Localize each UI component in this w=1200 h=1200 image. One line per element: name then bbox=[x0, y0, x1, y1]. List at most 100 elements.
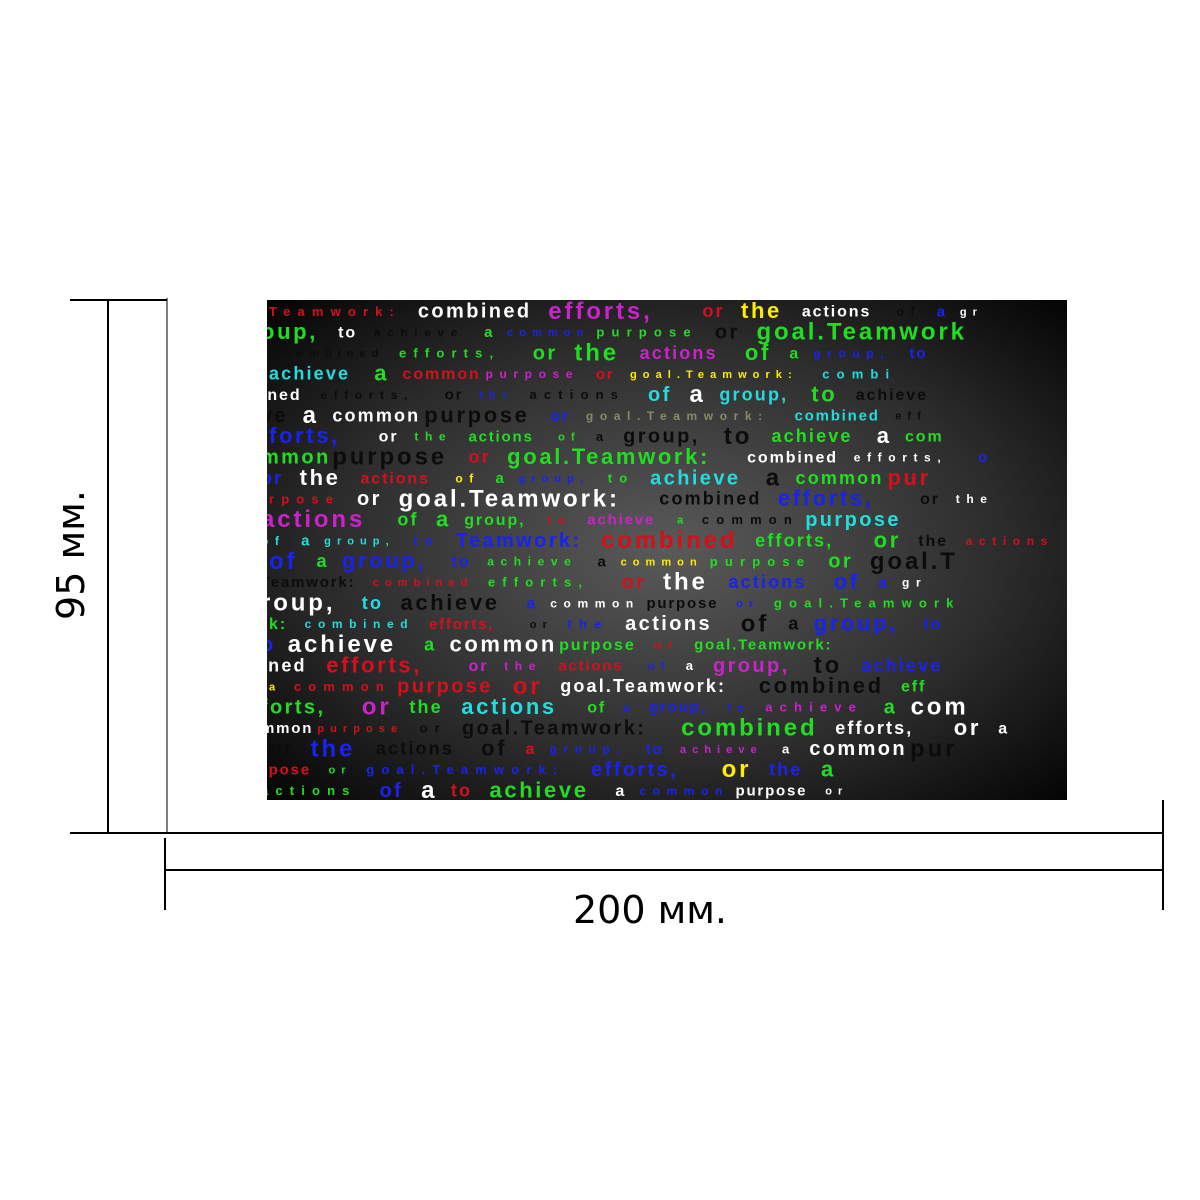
banner-word: actions bbox=[625, 613, 712, 635]
banner-word: a bbox=[484, 324, 494, 341]
banner-word: efforts, bbox=[591, 759, 678, 781]
banner-word: goal.Teamwork: bbox=[694, 637, 832, 654]
banner-word: oup, bbox=[261, 319, 318, 344]
banner-word: goal.Teamwork: bbox=[507, 444, 710, 469]
banner-word: com bbox=[911, 694, 969, 721]
banner-word: to bbox=[724, 423, 752, 450]
banner-word: common bbox=[294, 679, 391, 694]
banner-word: common bbox=[639, 784, 729, 798]
banner-word: to bbox=[413, 533, 440, 548]
banner-word: or bbox=[920, 491, 940, 508]
banner-word: the bbox=[414, 430, 452, 444]
banner-word: to bbox=[811, 382, 837, 407]
banner-word: the bbox=[769, 760, 802, 780]
banner-word: efforts, bbox=[548, 298, 652, 325]
banner-word: goal.Teamwork: bbox=[366, 762, 564, 777]
banner-word: group, bbox=[813, 346, 890, 360]
banner-word: purpose bbox=[736, 783, 808, 800]
banner-word: combined bbox=[284, 348, 384, 360]
banner-word: combined bbox=[418, 301, 532, 323]
banner-word: combined bbox=[681, 714, 817, 741]
banner-word: a bbox=[303, 402, 319, 429]
banner-word: or bbox=[379, 429, 399, 446]
height-label: 95 мм. bbox=[49, 490, 93, 620]
banner-word: group, bbox=[713, 655, 790, 677]
banner-word: or bbox=[954, 715, 981, 740]
banner-word: a bbox=[884, 697, 898, 719]
banner-word: group, bbox=[649, 699, 706, 716]
banner-word: Teamwork: bbox=[456, 530, 582, 552]
banner-word: the bbox=[479, 390, 514, 402]
banner-word: actions bbox=[802, 304, 871, 321]
banner-word: purpose bbox=[332, 444, 447, 471]
banner-word: purpose bbox=[397, 676, 493, 698]
banner-word: achieve bbox=[374, 325, 464, 339]
banner-word: actions bbox=[558, 658, 623, 675]
banner-word: group, bbox=[324, 535, 395, 547]
banner-word: of bbox=[741, 610, 769, 637]
banner-word: purpose bbox=[424, 402, 529, 427]
banner-word: a bbox=[788, 614, 800, 634]
banner-word: the bbox=[568, 616, 609, 631]
banner-word: combined bbox=[759, 673, 884, 698]
banner-word: to bbox=[646, 741, 664, 758]
banner-word: group, bbox=[342, 548, 426, 573]
banner-word: to bbox=[728, 702, 750, 714]
banner-word: common bbox=[796, 468, 884, 488]
banner-word: common bbox=[702, 512, 799, 527]
banner-word: mmon bbox=[261, 447, 331, 469]
banner-word: or bbox=[419, 721, 446, 736]
banner-word: a bbox=[821, 757, 836, 782]
banner-word: a bbox=[878, 574, 889, 591]
banner-word: roup, bbox=[261, 589, 335, 616]
banner-word: goal.Teamwork bbox=[756, 319, 966, 346]
banner-word: the bbox=[918, 533, 948, 550]
banner-word: achieve bbox=[650, 467, 740, 489]
banner-word: group, bbox=[623, 426, 700, 448]
banner-word: of bbox=[587, 699, 606, 716]
banner-word: the bbox=[504, 659, 542, 673]
banner-word: rpose bbox=[261, 762, 311, 779]
banner-word: purpose bbox=[805, 509, 901, 531]
banner-word: to bbox=[452, 554, 471, 571]
banner-word: or bbox=[828, 551, 853, 573]
banner-word: pur bbox=[887, 465, 930, 490]
banner-word: efforts, bbox=[778, 486, 874, 511]
banner-word: achieve bbox=[856, 387, 928, 404]
banner-word: a bbox=[495, 470, 505, 487]
banner-word: combi bbox=[822, 366, 896, 381]
banner-word: of bbox=[261, 534, 286, 548]
banner-word: actions bbox=[376, 739, 454, 759]
banner-word: common bbox=[507, 327, 589, 339]
banner-word: gr bbox=[960, 306, 983, 318]
banner-word: achieve bbox=[771, 426, 852, 446]
banner-word: goal.Teamwork: bbox=[462, 717, 646, 739]
banner-word: purpose bbox=[710, 554, 811, 569]
banner-word: the bbox=[741, 298, 782, 323]
dimension-lines bbox=[70, 298, 1164, 910]
banner-word: purpose bbox=[596, 325, 697, 340]
banner-word: ve bbox=[261, 405, 288, 427]
banner-word: ined bbox=[261, 387, 302, 404]
banner-word: efforts, bbox=[326, 652, 422, 677]
banner-word: of bbox=[455, 471, 480, 485]
banner-word: of bbox=[648, 660, 670, 672]
banner-word: actions bbox=[360, 470, 429, 487]
banner-word: purpose bbox=[317, 723, 403, 735]
banner-word: rpose bbox=[269, 491, 340, 506]
banner-word: common bbox=[809, 738, 907, 760]
banner-word: a bbox=[937, 303, 947, 320]
banner-word: to bbox=[362, 593, 383, 613]
banner-word: actions bbox=[529, 387, 625, 402]
banner-word: efforts, bbox=[429, 616, 494, 633]
banner-word: achieve bbox=[489, 777, 588, 802]
banner-word: to bbox=[814, 652, 842, 679]
banner-word: : bbox=[261, 345, 268, 362]
banner-word: achieve bbox=[765, 700, 863, 715]
banner-word: pur bbox=[910, 735, 957, 762]
banner-word: goal.Teamwork: bbox=[630, 369, 798, 381]
banner-word: goal.Teamwork: bbox=[560, 676, 726, 696]
banner-word: the bbox=[663, 569, 708, 596]
banner-word: the bbox=[311, 735, 356, 762]
banner-word: common bbox=[332, 405, 420, 425]
